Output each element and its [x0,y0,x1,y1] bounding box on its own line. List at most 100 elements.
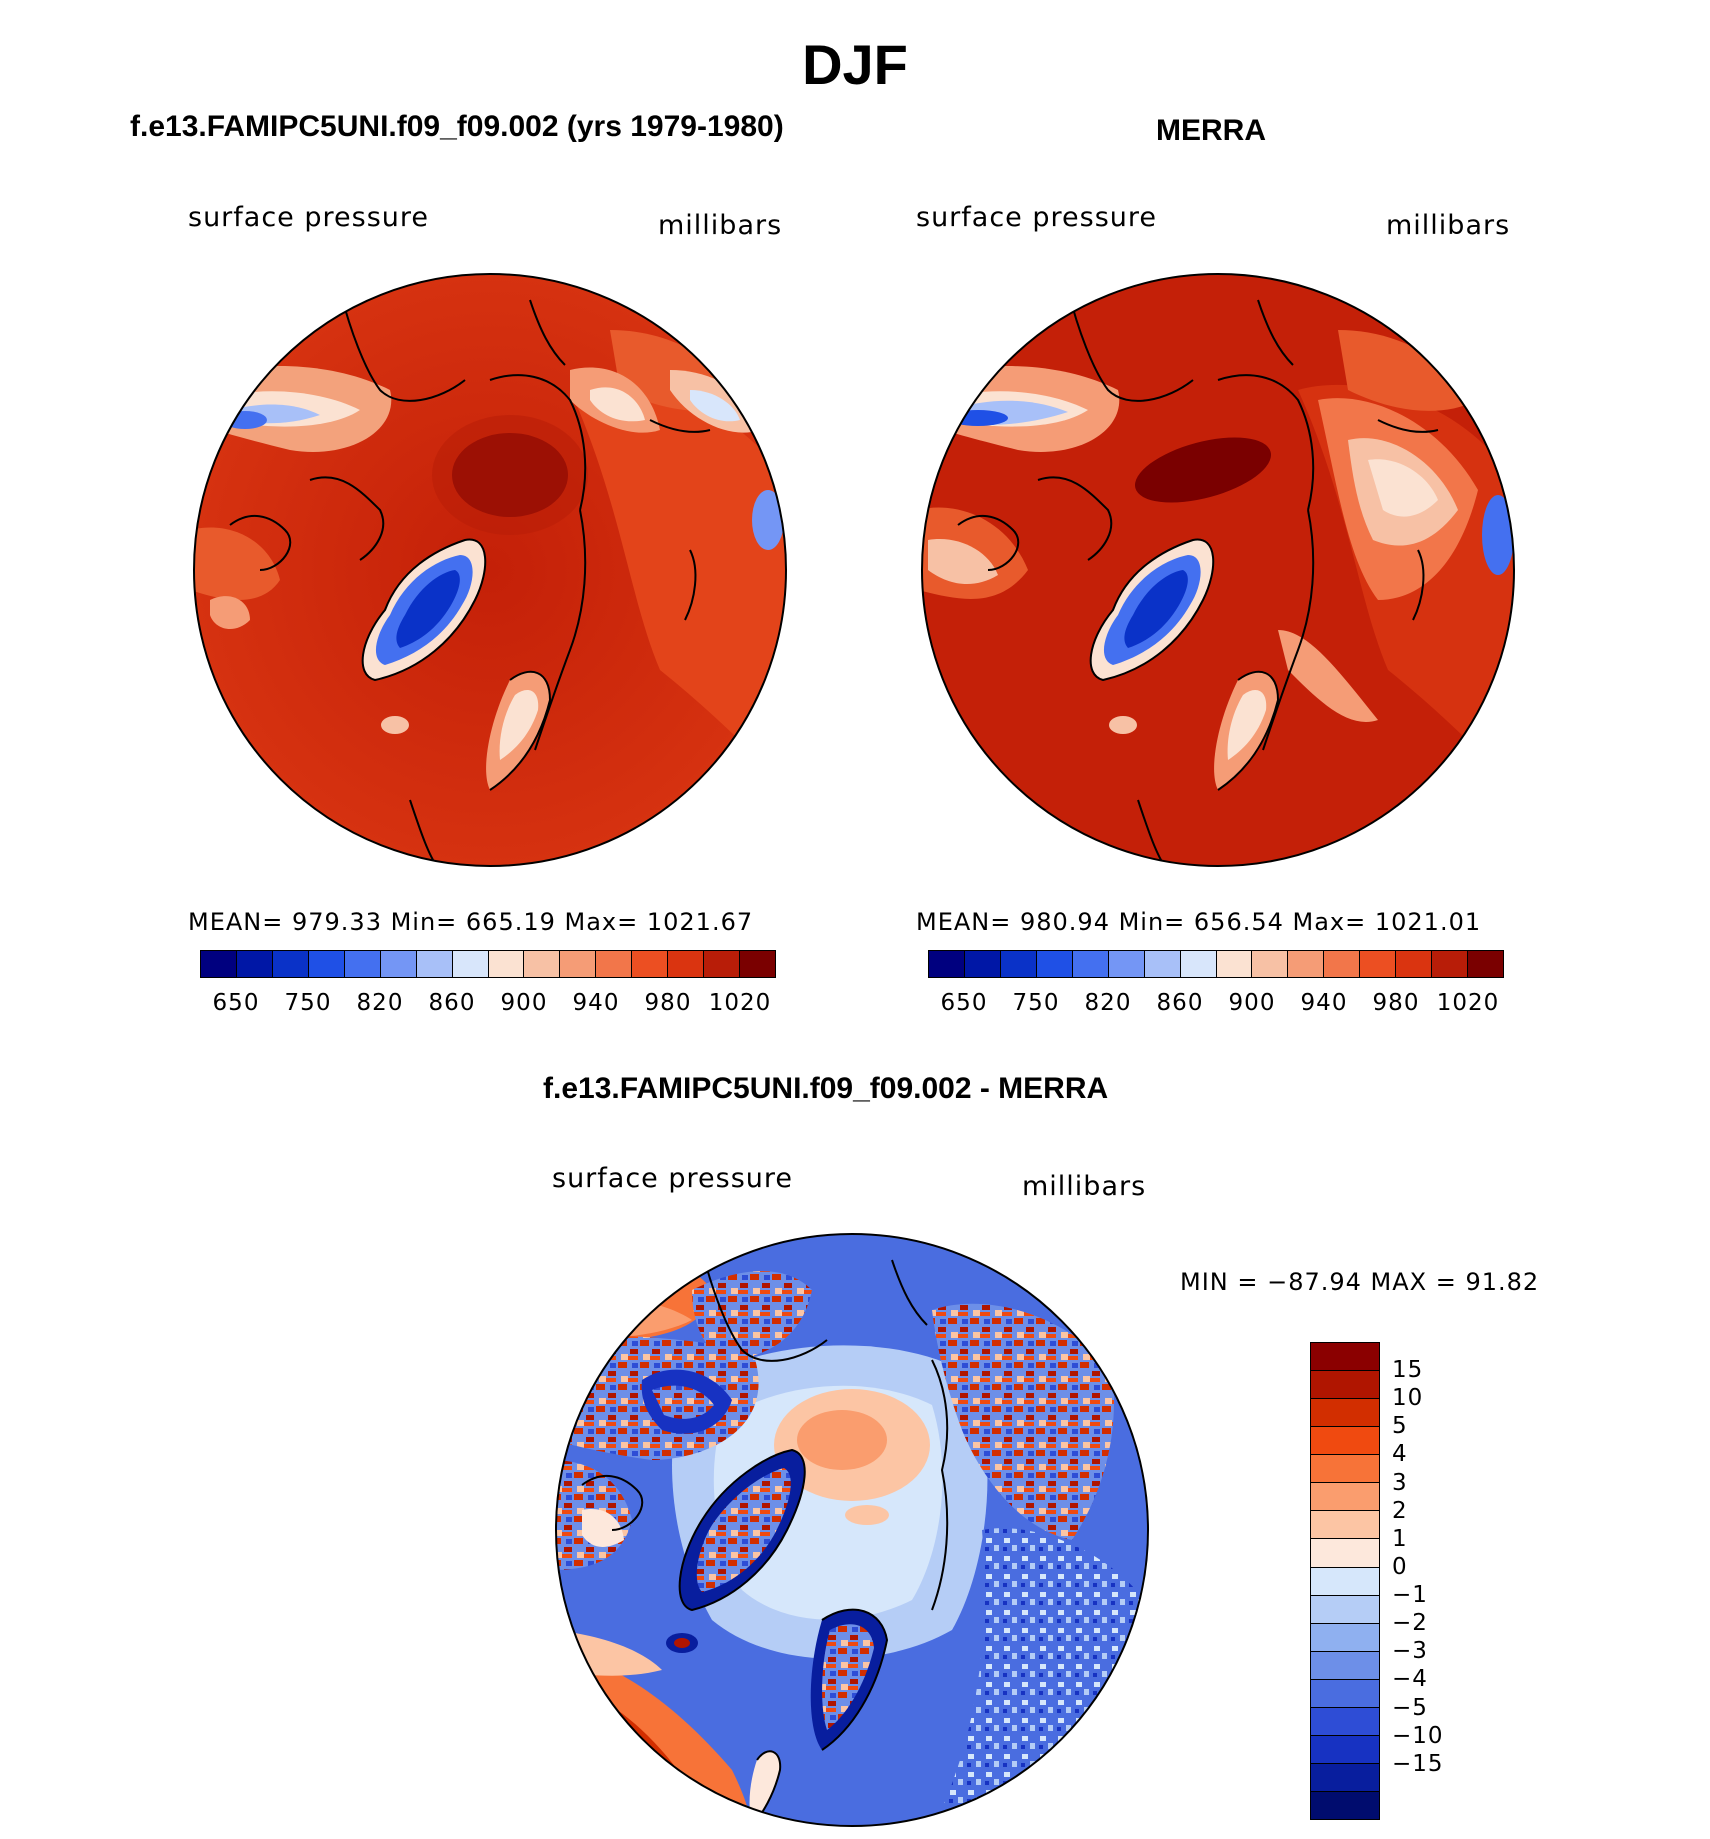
panel1-stats: MEAN= 979.33 Min= 665.19 Max= 1021.67 [188,908,754,936]
panel1-colorbar-swatch [452,951,489,977]
panel1-colorbar-tick-label: 750 [284,990,332,1016]
panel1-colorbar-swatch [704,951,741,977]
panel3-colorbar-swatch [1311,1427,1379,1456]
panel3-colorbar [1310,1342,1380,1820]
panel2-colorbar-swatch [1144,951,1181,977]
panel3-colorbar-tick-label: 3 [1392,1469,1408,1496]
panel2-colorbar-ticks: 650 750 820 860 900 940 980 1020 [928,990,1504,1020]
panel3-colorbar-swatch [1311,1343,1379,1372]
panel2-title: MERRA [1156,114,1266,147]
panel1-colorbar-tick-label: 980 [644,990,692,1016]
panel1-colorbar-tick-label: 900 [500,990,548,1016]
panel3-colorbar-tick-label: −4 [1392,1666,1428,1693]
panel3-units-label: millibars [1022,1171,1147,1202]
panel1-colorbar-swatch [201,951,237,977]
panel3-colorbar-swatch [1311,1539,1379,1568]
panel2-colorbar-tick-label: 900 [1228,990,1276,1016]
panel1-colorbar-tick-label: 1020 [708,990,772,1016]
panel3-colorbar-tick-label: 5 [1392,1413,1408,1440]
panel3-colorbar-swatch [1311,1511,1379,1540]
panel1-colorbar-tick-label: 650 [212,990,260,1016]
panel1-colorbar-ticks: 650 750 820 860 900 940 980 1020 [200,990,776,1020]
panel1-colorbar-swatch [740,951,775,977]
panel3-colorbar-tick-label: −3 [1392,1638,1428,1665]
panel2-colorbar-swatch [1216,951,1253,977]
panel2-colorbar-swatch [1000,951,1037,977]
panel2-colorbar-swatch [1432,951,1469,977]
panel3-colorbar-swatch [1311,1483,1379,1512]
panel1-colorbar-swatch [488,951,525,977]
panel3-colorbar-swatch [1311,1735,1379,1764]
panel1-colorbar-tick-label: 940 [572,990,620,1016]
panel2-colorbar-tick-label: 750 [1012,990,1060,1016]
panel2-colorbar-tick-label: 820 [1084,990,1132,1016]
panel2-colorbar [928,950,1504,978]
panel3-colorbar-tick-label: 10 [1392,1385,1424,1412]
panel3-colorbar-swatch [1311,1567,1379,1596]
panel3-colorbar-tick-label: 2 [1392,1497,1408,1524]
panel3-colorbar-swatch [1311,1679,1379,1708]
panel3-title: f.e13.FAMIPC5UNI.f09_f09.002 - MERRA [543,1072,1109,1105]
panel2-stats: MEAN= 980.94 Min= 656.54 Max= 1021.01 [916,908,1482,936]
panel2-colorbar-tick-label: 650 [940,990,988,1016]
panel3-polar-map [555,1233,1149,1827]
panel3-colorbar-tick-label: 0 [1392,1553,1408,1580]
panel1-colorbar-swatch [344,951,381,977]
panel2-colorbar-swatch [1180,951,1217,977]
panel3-colorbar-swatch [1311,1623,1379,1652]
panel2-colorbar-tick-label: 860 [1156,990,1204,1016]
panel2-colorbar-swatch [964,951,1001,977]
panel2-colorbar-swatch [1468,951,1503,977]
panel3-colorbar-ticks: 15 10 5 4 3 2 1 0 −1 −2 −3 −4 −5 −10 −15 [1392,1342,1472,1820]
panel2-colorbar-swatch [929,951,965,977]
panel3-colorbar-swatch [1311,1455,1379,1484]
panel2-colorbar-swatch [1036,951,1073,977]
panel2-colorbar-tick-label: 980 [1372,990,1420,1016]
panel2-colorbar-swatch [1072,951,1109,977]
main-title: DJF [802,33,908,96]
panel3-colorbar-tick-label: −2 [1392,1610,1428,1637]
panel2-colorbar-tick-label: 1020 [1436,990,1500,1016]
panel2-colorbar-swatch [1288,951,1325,977]
panel1-colorbar-swatch [524,951,561,977]
panel2-colorbar-swatch [1252,951,1289,977]
panel3-colorbar-swatch [1311,1371,1379,1400]
panel1-colorbar-swatch [632,951,669,977]
panel1-colorbar-swatch [416,951,453,977]
panel2-colorbar-swatch [1108,951,1145,977]
panel1-colorbar-swatch [560,951,597,977]
panel1-colorbar-swatch [668,951,705,977]
panel2-colorbar-swatch [1324,951,1361,977]
panel3-colorbar-tick-label: −5 [1392,1694,1428,1721]
panel1-polar-map [193,273,787,867]
panel2-colorbar-swatch [1396,951,1433,977]
panel1-colorbar-swatch [596,951,633,977]
panel3-colorbar-tick-label: 4 [1392,1441,1408,1468]
panel1-colorbar-swatch [380,951,417,977]
panel3-colorbar-swatch [1311,1792,1379,1820]
panel1-colorbar-tick-label: 860 [428,990,476,1016]
panel1-variable-label: surface pressure [188,202,429,233]
panel1-colorbar [200,950,776,978]
panel3-colorbar-swatch [1311,1707,1379,1736]
panel3-colorbar-swatch [1311,1399,1379,1428]
panel1-colorbar-swatch [308,951,345,977]
panel2-variable-label: surface pressure [916,202,1157,233]
panel3-colorbar-swatch [1311,1651,1379,1680]
panel1-colorbar-swatch [272,951,309,977]
panel2-polar-map [921,273,1515,867]
panel3-colorbar-tick-label: 1 [1392,1525,1408,1552]
panel3-colorbar-tick-label: −10 [1392,1722,1444,1749]
panel3-colorbar-tick-label: −1 [1392,1582,1428,1609]
panel2-units-label: millibars [1386,210,1511,241]
panel2-colorbar-swatch [1360,951,1397,977]
panel3-colorbar-swatch [1311,1763,1379,1792]
panel1-units-label: millibars [658,210,783,241]
panel3-variable-label: surface pressure [552,1163,793,1194]
panel3-colorbar-tick-label: −15 [1392,1750,1444,1777]
panel2-colorbar-tick-label: 940 [1300,990,1348,1016]
panel1-title: f.e13.FAMIPC5UNI.f09_f09.002 (yrs 1979-1… [130,110,784,143]
panel3-colorbar-tick-label: 15 [1392,1357,1424,1384]
panel3-stats: MIN = −87.94 MAX = 91.82 [1180,1268,1540,1296]
panel1-colorbar-swatch [236,951,273,977]
